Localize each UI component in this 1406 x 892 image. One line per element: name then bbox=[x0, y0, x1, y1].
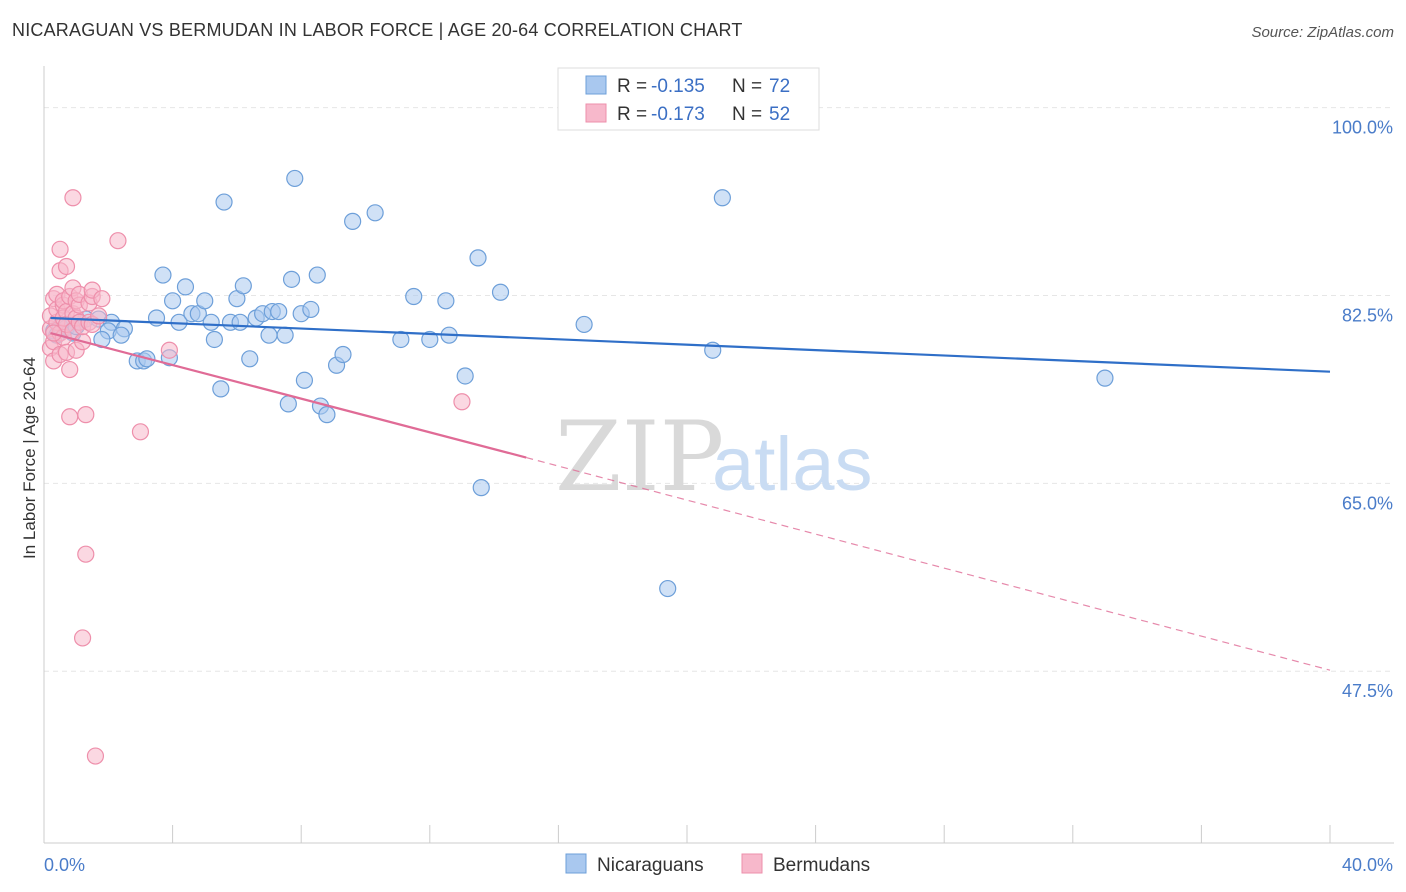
x-tick-label-0: 0.0% bbox=[44, 855, 85, 875]
y-tick-label-2: 65.0% bbox=[1342, 493, 1393, 513]
nicaraguan-point-22 bbox=[176, 278, 195, 296]
nicaraguan-point-49 bbox=[318, 406, 336, 424]
nicaraguans-trend-line bbox=[50, 316, 1331, 373]
nicaraguan-point-18 bbox=[154, 266, 172, 284]
bermudan-point-27 bbox=[64, 189, 82, 207]
chart-title: NICARAGUAN VS BERMUDAN IN LABOR FORCE | … bbox=[12, 20, 743, 40]
nicaraguan-point-56 bbox=[421, 330, 439, 349]
nicaraguan-point-57 bbox=[437, 292, 455, 310]
bermudan-point-48 bbox=[131, 423, 150, 441]
legend-swatch-nicaraguans bbox=[585, 75, 607, 95]
y-axis-label: In Labor Force | Age 20-64 bbox=[20, 357, 39, 559]
bottom-legend: Nicaraguans Bermudans bbox=[565, 853, 870, 876]
axes bbox=[43, 66, 1394, 844]
nicaraguan-point-43 bbox=[286, 169, 304, 188]
nicaraguan-point-63 bbox=[575, 315, 593, 334]
nicaraguan-point-60 bbox=[469, 249, 487, 267]
nicaraguan-point-42 bbox=[282, 270, 301, 288]
nicaraguan-point-66 bbox=[713, 189, 731, 207]
legend-n-value-0: 72 bbox=[769, 76, 790, 97]
legend-n-label-1: N = bbox=[732, 104, 762, 125]
watermark-zip: ZIP bbox=[555, 401, 724, 513]
tick-labels: 100.0% 82.5% 65.0% 47.5% 0.0% 40.0% bbox=[44, 118, 1393, 875]
nicaraguan-point-47 bbox=[308, 266, 326, 284]
nicaraguan-point-46 bbox=[302, 300, 320, 319]
nicaraguan-point-34 bbox=[241, 350, 259, 368]
chart-source: Source: ZipAtlas.com bbox=[1251, 24, 1394, 41]
bermudan-point-46 bbox=[93, 290, 111, 308]
nicaraguan-point-55 bbox=[405, 287, 423, 306]
nicaraguan-point-54 bbox=[392, 330, 410, 349]
legend-r-value-0: -0.135 bbox=[651, 76, 705, 97]
nicaraguan-point-64 bbox=[659, 579, 677, 598]
nicaraguan-point-39 bbox=[270, 302, 288, 321]
nicaraguan-point-61 bbox=[472, 479, 490, 497]
nicaraguan-point-40 bbox=[276, 326, 294, 344]
legend-r-value-1: -0.173 bbox=[651, 104, 705, 125]
y-tick-label-0: 100.0% bbox=[1332, 118, 1393, 138]
bottom-legend-label-bermudans: Bermudans bbox=[773, 855, 870, 876]
bermudan-point-47 bbox=[109, 232, 127, 250]
nicaraguan-point-67 bbox=[1096, 369, 1114, 387]
nicaraguan-point-32 bbox=[231, 313, 249, 331]
nicaraguan-point-27 bbox=[205, 330, 223, 349]
bermudan-point-23 bbox=[61, 360, 79, 379]
nicaraguan-point-29 bbox=[215, 193, 233, 211]
bermudans-trend-line-extension bbox=[526, 456, 1331, 671]
bottom-legend-label-nicaraguans: Nicaraguans bbox=[597, 855, 704, 876]
x-tick-label-1: 40.0% bbox=[1342, 855, 1393, 875]
bottom-legend-swatch-bermudans bbox=[741, 853, 763, 874]
bermudan-point-17 bbox=[57, 257, 76, 276]
bermudan-point-12 bbox=[51, 240, 69, 258]
y-tick-label-3: 47.5% bbox=[1342, 681, 1393, 701]
y-tick-label-1: 82.5% bbox=[1342, 305, 1393, 325]
trend-lines bbox=[50, 316, 1331, 671]
bermudan-point-45 bbox=[90, 307, 108, 325]
nicaraguan-point-28 bbox=[212, 380, 230, 398]
watermark-atlas: atlas bbox=[712, 422, 873, 507]
nicaraguan-point-52 bbox=[344, 212, 362, 230]
bermudan-point-49 bbox=[160, 341, 178, 359]
legend-swatch-bermudans bbox=[585, 103, 607, 123]
nicaraguan-point-26 bbox=[202, 313, 220, 331]
nicaraguan-point-41 bbox=[279, 395, 297, 413]
legend-n-label-0: N = bbox=[732, 76, 762, 97]
bermudan-point-44 bbox=[86, 747, 105, 765]
nicaraguan-point-25 bbox=[196, 292, 214, 310]
legend-r-label-0: R = bbox=[617, 76, 647, 97]
legend-r-label-1: R = bbox=[617, 104, 647, 125]
nicaraguan-point-13 bbox=[112, 326, 130, 344]
nicaraguan-point-51 bbox=[334, 345, 352, 364]
nicaraguan-point-62 bbox=[491, 283, 510, 301]
nicaraguan-point-20 bbox=[164, 292, 182, 310]
bermudan-point-50 bbox=[453, 393, 471, 411]
bermudan-point-34 bbox=[73, 629, 92, 647]
bermudan-point-38 bbox=[77, 545, 95, 563]
bermudans-trend-line bbox=[50, 331, 527, 459]
nicaraguan-point-33 bbox=[234, 277, 252, 295]
legend-n-value-1: 52 bbox=[769, 104, 790, 125]
bottom-legend-swatch-nicaraguans bbox=[565, 853, 587, 874]
bermudan-point-22 bbox=[61, 408, 79, 426]
series-bermudans bbox=[41, 189, 471, 765]
nicaraguan-point-59 bbox=[456, 367, 474, 385]
legend: R = -0.135 N = 72 R = -0.173 N = 52 bbox=[557, 67, 820, 131]
nicaraguan-point-45 bbox=[295, 371, 314, 389]
series-nicaraguans bbox=[45, 169, 1114, 598]
nicaraguan-point-37 bbox=[260, 326, 278, 344]
nicaraguan-point-53 bbox=[366, 204, 384, 222]
bermudan-point-37 bbox=[77, 406, 95, 424]
watermark: ZIP atlas bbox=[555, 401, 873, 513]
